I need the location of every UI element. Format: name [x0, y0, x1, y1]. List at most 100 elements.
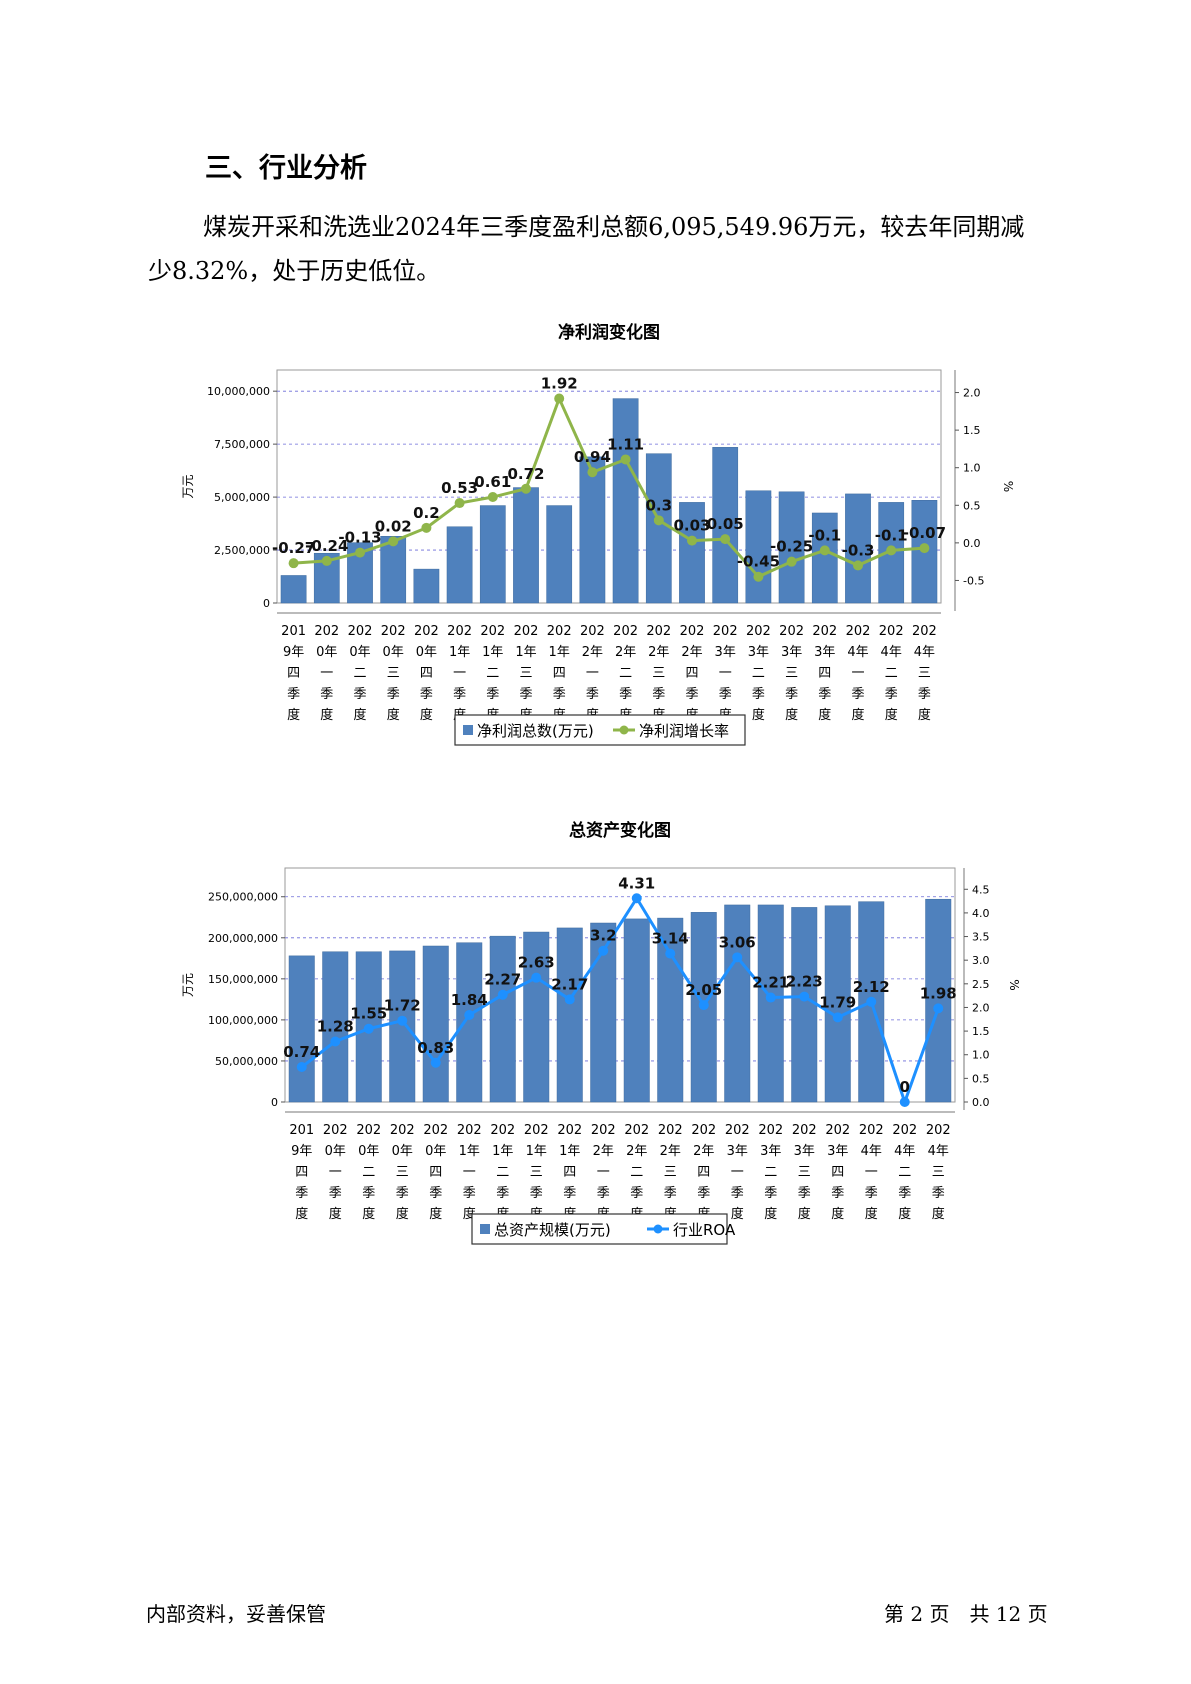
bar: [712, 447, 739, 604]
data-label: 0.53: [441, 479, 478, 497]
svg-text:9年: 9年: [283, 645, 304, 660]
bar: [422, 945, 449, 1103]
svg-text:度: 度: [295, 1206, 308, 1222]
y-tick-label: 250,000,000: [208, 891, 278, 904]
bar: [280, 575, 307, 604]
y2-tick-label: 0.5: [963, 499, 981, 512]
svg-text:二: 二: [486, 666, 499, 681]
y2-tick-label: 4.5: [972, 883, 990, 896]
svg-text:202: 202: [846, 624, 871, 639]
bar: [288, 955, 315, 1103]
svg-text:度: 度: [932, 1206, 945, 1222]
series-point: [819, 545, 830, 556]
svg-text:202: 202: [758, 1123, 783, 1138]
svg-text:3年: 3年: [794, 1144, 815, 1159]
svg-text:季: 季: [519, 687, 532, 702]
data-label: 3.14: [652, 930, 689, 948]
series-point: [665, 948, 676, 959]
bar: [623, 918, 650, 1103]
svg-text:0年: 0年: [358, 1144, 379, 1159]
svg-text:0年: 0年: [392, 1144, 413, 1159]
total-assets-chart-svg: 总资产变化图 0 50,000,000 100,000,000 150,000,000 2…: [181, 820, 1021, 1245]
svg-text:四: 四: [831, 1165, 844, 1180]
bar: [389, 950, 416, 1103]
svg-text:202: 202: [414, 624, 439, 639]
data-label: 0.83: [417, 1039, 454, 1057]
data-label: -0.24: [305, 537, 348, 555]
bar: [925, 898, 952, 1103]
bar: [579, 456, 606, 604]
svg-text:三: 三: [652, 666, 665, 681]
series-point: [454, 498, 465, 509]
y-axis-label: 万元: [181, 973, 195, 997]
svg-text:季: 季: [630, 1186, 643, 1201]
svg-text:202: 202: [859, 1123, 884, 1138]
svg-text:季: 季: [865, 1186, 878, 1201]
svg-text:季: 季: [619, 687, 632, 702]
svg-text:季: 季: [463, 1186, 476, 1201]
svg-text:202: 202: [390, 1123, 415, 1138]
svg-text:季: 季: [764, 1186, 777, 1201]
bar: [556, 927, 583, 1103]
data-label: 1.92: [541, 375, 578, 393]
svg-text:1年: 1年: [526, 1144, 547, 1159]
x-tick-label: 2022年二季度: [613, 624, 638, 723]
data-label: 4.31: [618, 874, 655, 892]
svg-text:202: 202: [746, 624, 771, 639]
svg-text:201: 201: [289, 1123, 314, 1138]
svg-text:季: 季: [396, 1186, 409, 1201]
legend-line-label: 净利润增长率: [639, 722, 729, 740]
series-point: [430, 1057, 441, 1068]
section-heading: 三、行业分析: [205, 153, 367, 184]
svg-text:202: 202: [381, 624, 406, 639]
bar: [446, 526, 473, 604]
svg-text:202: 202: [480, 624, 505, 639]
data-label: 0.2: [413, 504, 440, 522]
svg-text:一: 一: [586, 666, 599, 681]
svg-text:202: 202: [879, 624, 904, 639]
svg-text:季: 季: [785, 687, 798, 702]
series-point: [564, 994, 575, 1005]
bar: [413, 568, 440, 604]
svg-text:二: 二: [353, 666, 366, 681]
svg-text:202: 202: [812, 624, 837, 639]
svg-text:季: 季: [798, 1186, 811, 1201]
bar: [811, 512, 838, 604]
svg-text:4年: 4年: [861, 1144, 882, 1159]
svg-text:季: 季: [831, 1186, 844, 1201]
series-point: [531, 972, 542, 983]
svg-text:季: 季: [553, 687, 566, 702]
svg-text:202: 202: [524, 1123, 549, 1138]
svg-text:四: 四: [553, 666, 566, 681]
svg-text:202: 202: [725, 1123, 750, 1138]
svg-text:季: 季: [731, 1186, 744, 1201]
svg-text:度: 度: [885, 707, 898, 723]
svg-text:0年: 0年: [316, 645, 337, 660]
svg-text:季: 季: [329, 1186, 342, 1201]
y2-tick-label: 1.5: [963, 424, 981, 437]
legend-bar-label: 总资产规模(万元): [494, 1221, 611, 1239]
svg-text:202: 202: [514, 624, 539, 639]
bar: [645, 453, 672, 604]
svg-text:季: 季: [664, 1186, 677, 1201]
svg-text:3年: 3年: [827, 1144, 848, 1159]
x-tick-label: 202 4年三季度: [926, 1123, 951, 1222]
y-tick-label: 5,000,000: [214, 491, 270, 504]
y-tick-label: 150,000,000: [208, 973, 278, 986]
svg-text:202: 202: [423, 1123, 448, 1138]
svg-text:度: 度: [362, 1206, 375, 1222]
data-label: 1.79: [819, 993, 856, 1011]
svg-text:1年: 1年: [515, 645, 536, 660]
series-point: [363, 1023, 374, 1034]
y-tick-label: 10,000,000: [207, 385, 270, 398]
svg-text:度: 度: [752, 707, 765, 723]
legend: 净利润总数(万元) 净利润增长率: [454, 714, 746, 746]
series-point: [288, 558, 299, 569]
y-tick-label: 2,500,000: [214, 544, 270, 557]
svg-text:202: 202: [547, 624, 572, 639]
